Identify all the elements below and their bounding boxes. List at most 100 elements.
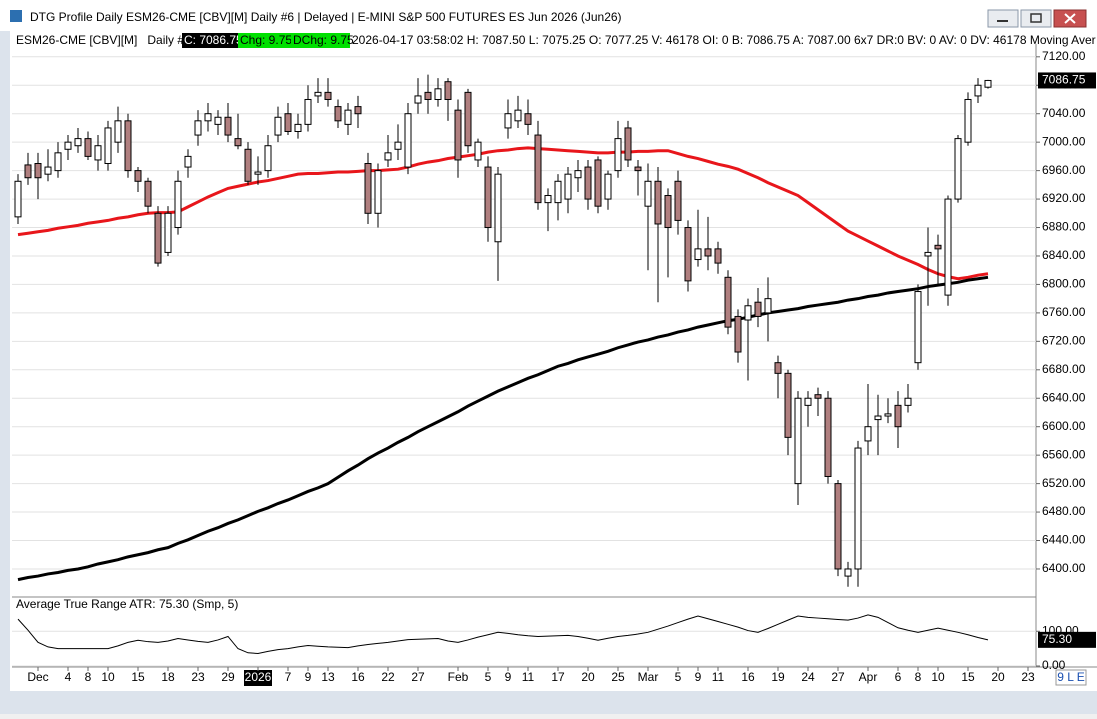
candle-body — [564, 173, 572, 200]
x-tick-label: 9 — [695, 670, 702, 684]
x-tick-label: 20 — [581, 670, 595, 684]
x-tick-label: 29 — [221, 670, 235, 684]
candle-body — [244, 148, 252, 182]
candle-body — [824, 397, 832, 477]
candle-body — [424, 91, 432, 100]
candle-body — [404, 113, 412, 168]
candle-body — [534, 134, 542, 204]
header-symbol: ESM26-CME [CBV][M] Daily #6 — [16, 33, 191, 47]
candle-body — [234, 138, 242, 147]
candle-body — [474, 141, 482, 161]
x-tick-label: 11 — [522, 670, 535, 684]
candle-body — [594, 159, 602, 207]
x-tick-label: 9 — [305, 670, 312, 684]
candle-body — [364, 163, 372, 214]
status-box[interactable] — [1055, 669, 1087, 686]
x-tick-label: 4 — [65, 670, 72, 684]
x-tick-label: 16 — [741, 670, 755, 684]
candle-body — [944, 198, 952, 296]
maximize-button[interactable] — [1020, 9, 1052, 28]
y-tick-label: 6720.00 — [1042, 334, 1086, 348]
header-change: Chg: 9.75 — [240, 33, 292, 47]
x-tick-label: 9 — [505, 670, 512, 684]
status-label: 9 L E — [1057, 670, 1085, 684]
x-tick-label: 18 — [161, 670, 175, 684]
x-tick-label: Mar — [638, 670, 659, 684]
candle-body — [684, 227, 692, 282]
candle-body — [634, 166, 642, 172]
y-tick-label: 6600.00 — [1042, 419, 1086, 433]
y-tick-label: 7040.00 — [1042, 106, 1086, 120]
window-title: DTG Profile Daily ESM26-CME [CBV][M] Dai… — [30, 10, 622, 24]
y-tick-label: 6640.00 — [1042, 390, 1086, 404]
candle-body — [984, 79, 992, 88]
candle-body — [724, 276, 732, 328]
candle-body — [514, 109, 522, 122]
y-tick-label: 6680.00 — [1042, 362, 1086, 376]
candle-body — [834, 483, 842, 570]
x-tick-label: 27 — [411, 670, 425, 684]
candle-body — [904, 397, 912, 406]
candle-body — [274, 116, 282, 136]
minimize-button[interactable] — [987, 9, 1019, 28]
chart-area — [10, 31, 1097, 691]
y-tick-label: 6480.00 — [1042, 504, 1086, 518]
y-tick-label: 6760.00 — [1042, 305, 1086, 319]
candle-body — [924, 251, 932, 257]
maximize-icon — [1030, 13, 1042, 23]
candle-body — [84, 138, 92, 157]
x-tick-label: 19 — [771, 670, 785, 684]
candle-body — [874, 415, 882, 421]
candle-body — [194, 120, 202, 136]
candle-body — [224, 116, 232, 136]
candle-body — [704, 248, 712, 257]
candle-body — [744, 305, 752, 321]
candle-body — [974, 84, 982, 97]
x-tick-label: 25 — [611, 670, 625, 684]
x-tick-label: 5 — [675, 670, 682, 684]
x-tick-label: Apr — [859, 670, 878, 684]
y-tick-label: 6920.00 — [1042, 191, 1086, 205]
x-tick-label: 15 — [961, 670, 975, 684]
candle-body — [444, 81, 452, 100]
candle-body — [434, 88, 442, 100]
x-tick-label: 8 — [85, 670, 92, 684]
dchange-box — [291, 33, 350, 48]
candle-body — [154, 212, 162, 264]
close-icon — [1064, 13, 1076, 24]
candle-body — [164, 212, 172, 253]
candle-body — [44, 166, 52, 175]
x-tick-label: 24 — [801, 670, 815, 684]
candle-body — [454, 109, 462, 161]
candle-body — [184, 155, 192, 168]
candle-body — [934, 244, 942, 250]
candle-body — [124, 120, 132, 172]
y-tick-label: 7120.00 — [1042, 49, 1086, 63]
candle-body — [954, 138, 962, 200]
candle-body — [964, 98, 972, 143]
y-tick-label: 6440.00 — [1042, 533, 1086, 547]
x-tick-label: Feb — [448, 670, 469, 684]
candle-body — [414, 95, 422, 104]
candle-body — [114, 120, 122, 143]
header-dchange: DChg: 9.75 — [293, 33, 354, 47]
candle-body — [334, 106, 342, 122]
x-tick-label: 20 — [991, 670, 1005, 684]
x-tick-label: 2026 — [245, 670, 272, 684]
candle-body — [914, 291, 922, 364]
candle-body — [814, 394, 822, 399]
year-box — [244, 670, 272, 686]
x-tick-label: 5 — [485, 670, 492, 684]
candle-body — [254, 171, 262, 175]
x-tick-label: 11 — [712, 670, 725, 684]
candle-body — [54, 152, 62, 172]
candle-body — [864, 426, 872, 442]
candle-body — [24, 164, 32, 179]
candle-body — [854, 447, 862, 570]
candle-body — [34, 163, 42, 179]
change-box — [238, 33, 291, 48]
candle-body — [144, 180, 152, 207]
candle-body — [524, 113, 532, 125]
x-tick-label: 27 — [831, 670, 845, 684]
